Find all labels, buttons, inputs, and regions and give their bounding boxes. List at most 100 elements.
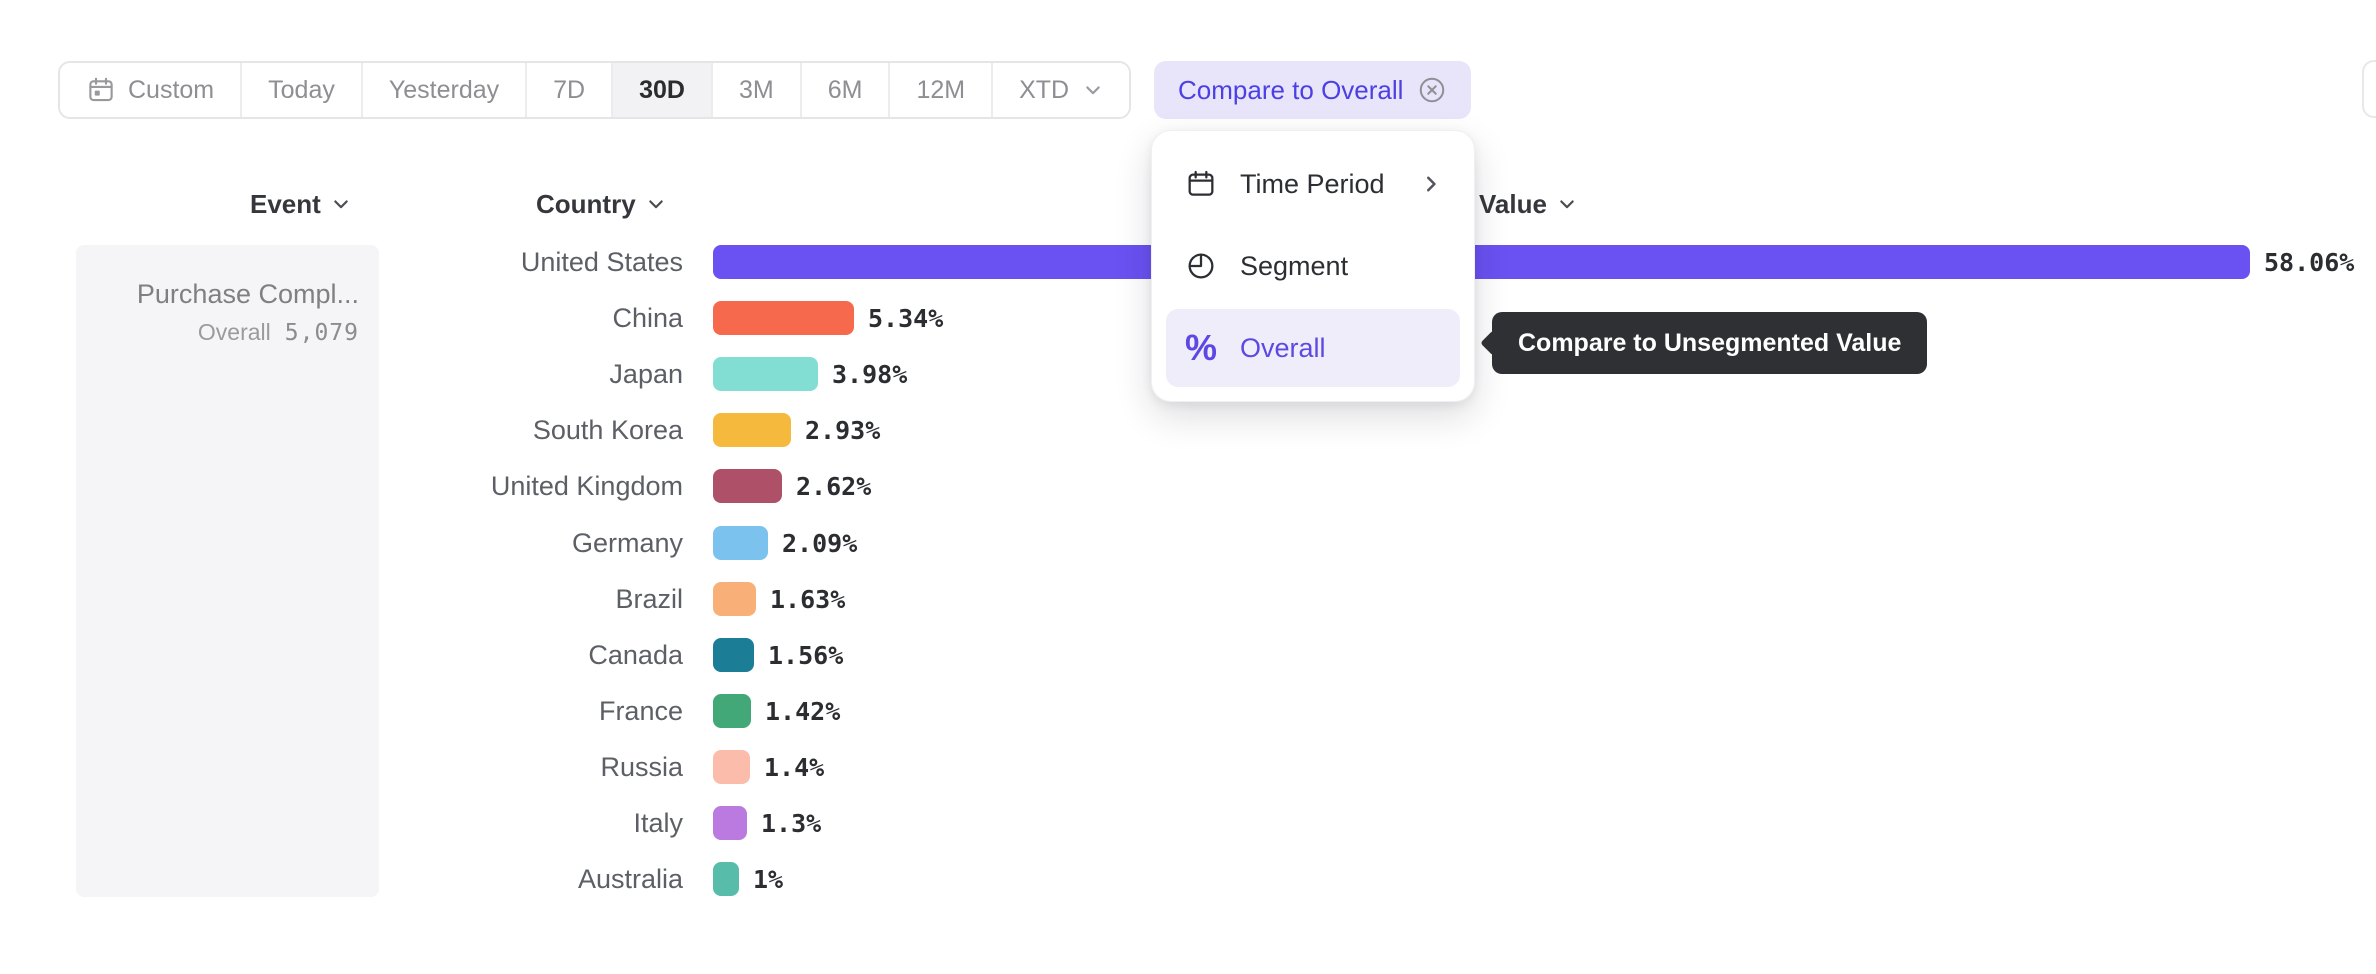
country-label: China <box>612 303 683 333</box>
column-header-event[interactable]: Event <box>250 186 351 222</box>
value-bar-germany[interactable] <box>713 526 768 560</box>
preset-label: 3M <box>738 75 774 104</box>
cut-off-button[interactable] <box>2362 60 2376 118</box>
value-bar-china[interactable] <box>713 301 854 335</box>
chevron-right-icon <box>1420 173 1442 195</box>
chart-row-united-kingdom: United Kingdom 2.62% <box>0 469 2376 503</box>
value-bar-japan[interactable] <box>713 357 818 391</box>
time-range-toolbar: Custom Today Yesterday 7D 30D 3M 6M 12M XTD <box>58 61 1132 119</box>
event-card[interactable]: Purchase Compl... Overall 5,079 <box>76 245 379 897</box>
value-bar-italy[interactable] <box>713 806 747 840</box>
value-bar-united-kingdom[interactable] <box>713 469 782 503</box>
country-label: Italy <box>633 808 683 838</box>
menu-item-label: Segment <box>1240 250 1349 281</box>
compare-to-overall-chip[interactable]: Compare to Overall <box>1154 61 1472 119</box>
chart-row-brazil: Brazil 1.63% <box>0 582 2376 616</box>
country-label: South Korea <box>532 415 683 445</box>
calendar-icon <box>86 75 116 105</box>
country-label: Germany <box>571 528 683 558</box>
calendar-icon <box>1184 168 1218 200</box>
country-label: United States <box>520 247 683 277</box>
chevron-down-icon <box>1557 194 1577 214</box>
event-name: Purchase Compl... <box>136 279 359 309</box>
chevron-down-icon <box>1083 80 1103 100</box>
value-label: 1.56% <box>768 641 844 670</box>
value-label: 2.09% <box>782 529 858 558</box>
chart-row-australia: Australia 1% <box>0 862 2376 896</box>
value-bar-france[interactable] <box>713 694 751 728</box>
chevron-down-icon <box>331 194 351 214</box>
preset-3m[interactable]: 3M <box>712 63 802 117</box>
segment-icon <box>1184 250 1218 282</box>
value-label: 1.4% <box>764 753 825 782</box>
value-label: 2.62% <box>796 472 872 501</box>
column-header-event-label: Event <box>250 188 321 219</box>
value-label: 1.63% <box>770 585 846 614</box>
remove-compare-icon[interactable] <box>1417 75 1447 105</box>
chart-row-south-korea: South Korea 2.93% <box>0 413 2376 447</box>
event-overall-value: 5,079 <box>284 320 359 346</box>
value-bar-united-states[interactable] <box>713 245 2250 279</box>
menu-item-overall[interactable]: % Overall <box>1166 309 1460 387</box>
value-bar-brazil[interactable] <box>713 582 756 616</box>
column-header-country-label: Country <box>536 188 636 219</box>
compare-chip-label: Compare to Overall <box>1178 74 1404 105</box>
chart-row-china: China 5.34% <box>0 301 2376 335</box>
country-label: France <box>598 696 683 726</box>
value-label: 1% <box>753 865 784 894</box>
tooltip: Compare to Unsegmented Value <box>1480 312 1928 374</box>
preset-label: 30D <box>639 75 685 104</box>
chart-row-russia: Russia 1.4% <box>0 750 2376 784</box>
preset-label: Custom <box>128 75 215 104</box>
preset-12m[interactable]: 12M <box>890 63 994 117</box>
value-label: 3.98% <box>832 360 908 389</box>
preset-yesterday[interactable]: Yesterday <box>362 63 528 117</box>
preset-6m[interactable]: 6M <box>801 63 891 117</box>
country-label: Brazil <box>615 584 683 614</box>
compare-menu: Time Period Segment % Overall <box>1151 130 1475 402</box>
preset-label: XTD <box>1019 75 1070 104</box>
value-bar-australia[interactable] <box>713 862 739 896</box>
preset-label: 7D <box>553 75 586 104</box>
value-label: 1.42% <box>765 697 841 726</box>
event-overall-label: Overall <box>197 319 271 345</box>
chart-row-france: France 1.42% <box>0 694 2376 728</box>
preset-7d[interactable]: 7D <box>527 63 614 117</box>
chevron-down-icon <box>646 194 666 214</box>
event-overall-row: Overall 5,079 <box>76 319 359 346</box>
value-bar-canada[interactable] <box>713 638 754 672</box>
value-label: 1.3% <box>761 809 822 838</box>
country-label: Russia <box>600 752 683 782</box>
menu-item-time-period[interactable]: Time Period <box>1166 145 1460 223</box>
column-header-country[interactable]: Country <box>536 186 666 222</box>
chart-row-united-states: United States 58.06% <box>0 245 2376 279</box>
value-label: 2.93% <box>805 416 881 445</box>
column-header-value-label: Value <box>1479 188 1547 219</box>
value-bar-south-korea[interactable] <box>713 413 791 447</box>
chart-row-italy: Italy 1.3% <box>0 806 2376 840</box>
country-label: United Kingdom <box>490 471 683 501</box>
preset-30d[interactable]: 30D <box>613 63 713 117</box>
chart-row-japan: Japan 3.98% <box>0 357 2376 391</box>
tooltip-text: Compare to Unsegmented Value <box>1518 328 1902 357</box>
preset-label: Today <box>268 75 335 104</box>
column-header-value[interactable]: Value <box>1479 186 1577 222</box>
chart-row-germany: Germany 2.09% <box>0 526 2376 560</box>
menu-item-label: Overall <box>1240 332 1326 363</box>
preset-label: 12M <box>916 75 966 104</box>
value-bar-russia[interactable] <box>713 750 750 784</box>
value-label: 5.34% <box>868 304 944 333</box>
chart-row-canada: Canada 1.56% <box>0 638 2376 672</box>
preset-label: Yesterday <box>388 75 500 104</box>
menu-item-segment[interactable]: Segment <box>1166 227 1460 305</box>
preset-custom[interactable]: Custom <box>60 63 243 117</box>
preset-today[interactable]: Today <box>242 63 363 117</box>
preset-label: 6M <box>827 75 863 104</box>
country-label: Japan <box>609 359 683 389</box>
menu-item-label: Time Period <box>1240 168 1385 199</box>
country-label: Australia <box>577 864 683 894</box>
preset-xtd[interactable]: XTD <box>993 63 1130 117</box>
value-label: 58.06% <box>2264 248 2355 277</box>
